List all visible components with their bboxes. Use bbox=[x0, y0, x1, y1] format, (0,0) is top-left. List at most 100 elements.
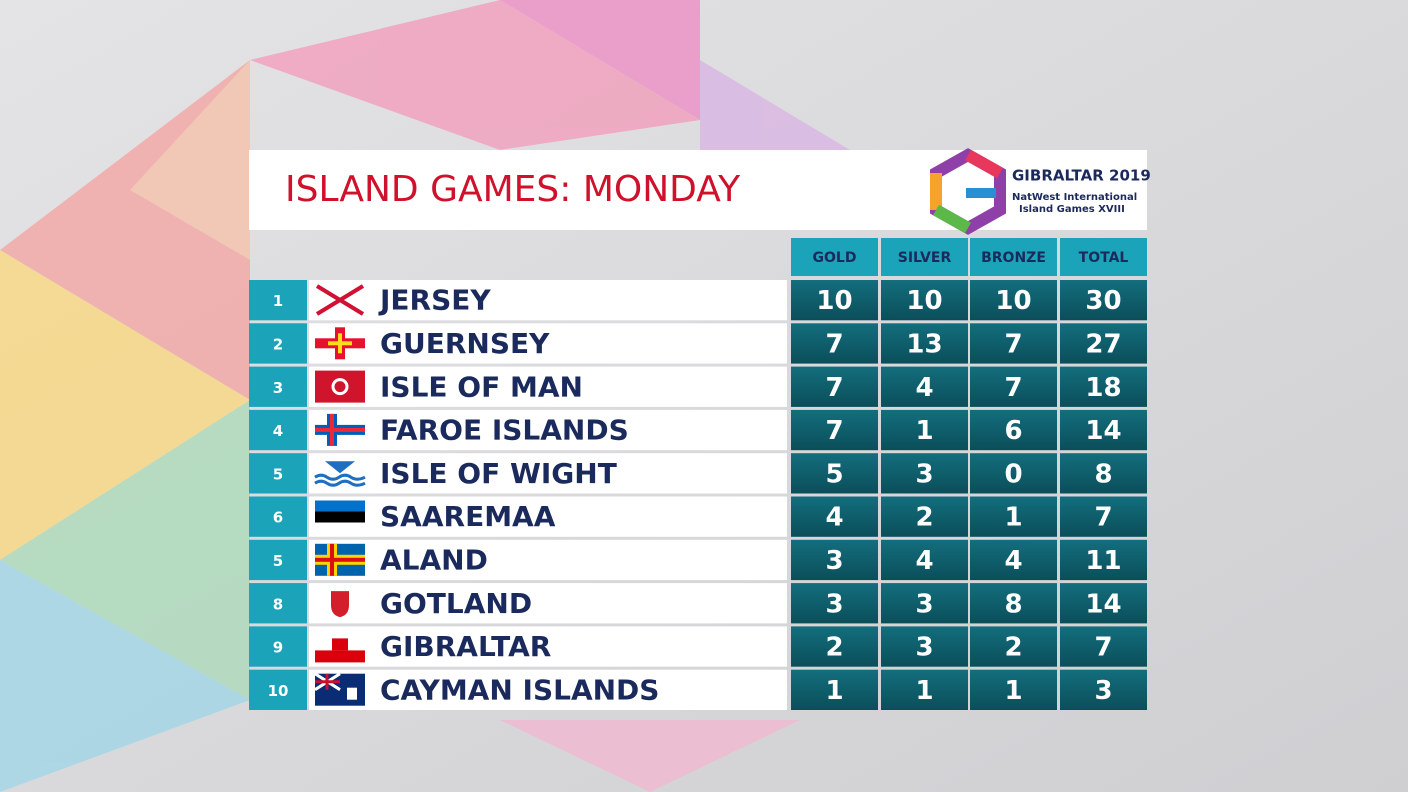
flag bbox=[315, 587, 365, 620]
name-cell bbox=[309, 539, 787, 581]
logo-title: GIBRALTAR 2019 bbox=[1012, 167, 1151, 185]
medal-count: 10 bbox=[816, 286, 852, 316]
column-header-cell bbox=[881, 238, 968, 276]
rank: 6 bbox=[273, 509, 283, 527]
flag bbox=[314, 457, 366, 490]
medal-count: 3 bbox=[915, 633, 933, 663]
rank-cell bbox=[249, 453, 307, 494]
medal-cell bbox=[791, 409, 878, 451]
medal-count: 11 bbox=[1085, 546, 1121, 576]
name-cell bbox=[309, 366, 787, 407]
column-header: SILVER bbox=[898, 250, 952, 266]
flag bbox=[315, 284, 365, 316]
logo-line: NatWest International bbox=[1012, 192, 1137, 203]
medal-count: 7 bbox=[825, 329, 843, 359]
medal-cell bbox=[881, 409, 968, 451]
country: GIBRALTAR bbox=[380, 630, 551, 663]
medal-count: 6 bbox=[1004, 416, 1022, 446]
medal-count: 13 bbox=[906, 329, 942, 359]
medal-cell bbox=[1060, 409, 1147, 451]
medal-count: 2 bbox=[825, 633, 843, 663]
medal-cell bbox=[970, 323, 1057, 364]
name-cell bbox=[309, 280, 787, 321]
name-cell bbox=[309, 496, 787, 537]
medal-count: 10 bbox=[995, 286, 1031, 316]
rank: 10 bbox=[268, 682, 289, 700]
medal-count: 1 bbox=[1004, 503, 1022, 533]
column-header: GOLD bbox=[813, 250, 857, 266]
flag bbox=[315, 543, 365, 576]
medal-cell bbox=[970, 366, 1057, 407]
medal-count: 2 bbox=[915, 503, 933, 533]
country: SAAREMAA bbox=[380, 500, 556, 533]
medal-count: 3 bbox=[1094, 676, 1112, 706]
medal-cell bbox=[791, 366, 878, 407]
country: FAROE ISLANDS bbox=[380, 414, 629, 447]
country: CAYMAN ISLANDS bbox=[380, 673, 659, 706]
rank-cell bbox=[249, 539, 307, 581]
medal-count: 3 bbox=[915, 459, 933, 489]
medal-cell bbox=[791, 626, 878, 667]
medal-cell bbox=[791, 669, 878, 710]
medal-cell bbox=[970, 583, 1057, 624]
rank-cell bbox=[249, 323, 307, 364]
medal-cell bbox=[791, 323, 878, 364]
medal-cell bbox=[970, 453, 1057, 494]
name-cell bbox=[309, 409, 787, 451]
rank: 5 bbox=[273, 465, 283, 483]
title: ISLAND GAMES: MONDAY bbox=[285, 169, 741, 210]
medal-cell bbox=[881, 626, 968, 667]
rank: 9 bbox=[273, 639, 283, 657]
flag bbox=[314, 672, 365, 706]
rank-cell bbox=[249, 626, 307, 667]
name-cell bbox=[309, 669, 787, 710]
country: JERSEY bbox=[378, 284, 491, 317]
medal-cell bbox=[970, 626, 1057, 667]
medal-cell bbox=[970, 280, 1057, 321]
medal-cell bbox=[1060, 669, 1147, 710]
medal-cell bbox=[791, 280, 878, 321]
medal-count: 3 bbox=[825, 546, 843, 576]
medal-count: 7 bbox=[1094, 503, 1112, 533]
medal-count: 18 bbox=[1085, 373, 1121, 403]
medal-count: 27 bbox=[1085, 329, 1121, 359]
medal-cell bbox=[1060, 583, 1147, 624]
medal-cell bbox=[1060, 496, 1147, 537]
column-header-cell bbox=[1060, 238, 1147, 276]
medal-count: 8 bbox=[1094, 459, 1112, 489]
medal-count: 30 bbox=[1085, 286, 1121, 316]
medal-cell bbox=[881, 669, 968, 710]
flag bbox=[315, 370, 365, 403]
medal-count: 10 bbox=[906, 286, 942, 316]
rank-cell bbox=[249, 409, 307, 451]
medal-cell bbox=[1060, 539, 1147, 581]
medal-cell bbox=[881, 280, 968, 321]
medal-count: 1 bbox=[825, 676, 843, 706]
medal-count: 4 bbox=[1004, 546, 1022, 576]
flag bbox=[315, 327, 365, 360]
medal-count: 8 bbox=[1004, 589, 1022, 619]
flag bbox=[315, 630, 365, 663]
medal-cell bbox=[881, 539, 968, 581]
medal-count: 14 bbox=[1085, 416, 1121, 446]
medal-count: 7 bbox=[825, 373, 843, 403]
rank-cell bbox=[249, 280, 307, 321]
medal-count: 14 bbox=[1085, 589, 1121, 619]
rank-cell bbox=[249, 669, 307, 710]
rank: 4 bbox=[273, 422, 283, 440]
medal-count: 1 bbox=[1004, 676, 1022, 706]
medal-cell bbox=[970, 496, 1057, 537]
medal-cell bbox=[881, 323, 968, 364]
medal-count: 2 bbox=[1004, 633, 1022, 663]
name-cell bbox=[309, 626, 787, 667]
column-header: TOTAL bbox=[1079, 250, 1129, 266]
medal-count: 7 bbox=[825, 416, 843, 446]
medal-count: 7 bbox=[1094, 633, 1112, 663]
flag bbox=[315, 413, 365, 446]
rank: 8 bbox=[273, 595, 283, 613]
medal-count: 1 bbox=[915, 676, 933, 706]
rank: 5 bbox=[273, 552, 283, 570]
column-header: BRONZE bbox=[981, 250, 1046, 266]
